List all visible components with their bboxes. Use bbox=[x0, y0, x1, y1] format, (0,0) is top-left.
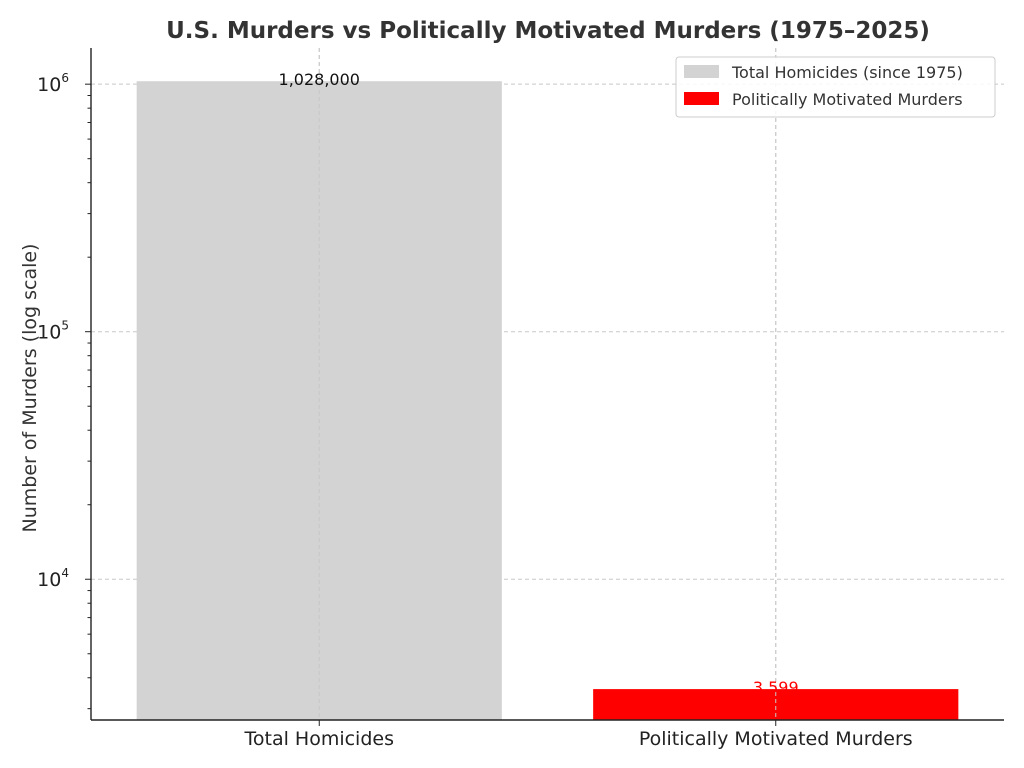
legend-box bbox=[675, 56, 996, 118]
data-label: 1,028,000 bbox=[279, 70, 360, 89]
y-tick-label: 105 bbox=[37, 319, 69, 344]
x-tick-label: Politically Motivated Murders bbox=[639, 728, 913, 750]
axes: 104 105 106 Total Homicides Politically Moti… bbox=[37, 48, 1004, 750]
data-labels: 1,028,000 3,599 bbox=[279, 70, 799, 697]
y-tick-label: 104 bbox=[37, 566, 69, 591]
data-label: 3,599 bbox=[753, 678, 799, 697]
x-tick-label: Total Homicides bbox=[244, 728, 395, 750]
bars bbox=[136, 81, 959, 720]
legend-label: Politically Motivated Murders bbox=[732, 90, 963, 109]
legend-swatch bbox=[684, 65, 719, 78]
y-tick-label: 106 bbox=[37, 71, 69, 96]
chart-title: U.S. Murders vs Politically Motivated Mu… bbox=[166, 18, 930, 44]
legend: Total Homicides (since 1975) Politically … bbox=[675, 56, 996, 118]
legend-label: Total Homicides (since 1975) bbox=[731, 63, 963, 82]
y-axis-label: Number of Murders (log scale) bbox=[19, 244, 41, 533]
vertical-grid-lines bbox=[318, 48, 777, 720]
legend-swatch bbox=[684, 92, 719, 105]
